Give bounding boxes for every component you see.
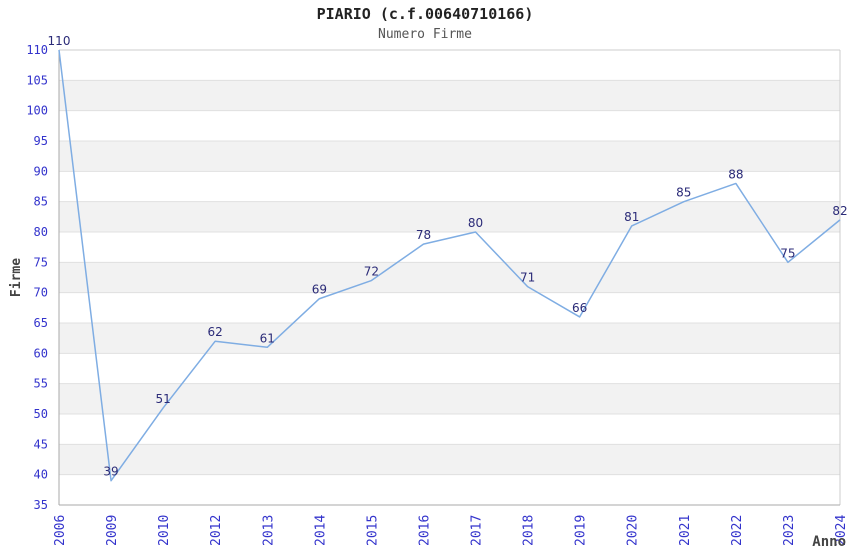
band-row [59, 201, 840, 232]
chart-title: PIARIO (c.f.00640710166) [316, 5, 534, 23]
x-tick-label: 2009 [105, 515, 120, 546]
y-tick-label: 70 [34, 286, 48, 300]
y-tick-label: 45 [34, 437, 48, 451]
band-row [59, 444, 840, 475]
y-tick-label: 75 [34, 255, 48, 269]
y-tick-label: 110 [26, 43, 48, 57]
x-tick-label: 2023 [782, 515, 797, 546]
y-tick-label: 100 [26, 104, 48, 118]
data-label: 88 [728, 167, 743, 181]
y-tick-label: 105 [26, 73, 48, 87]
x-tick-label: 2014 [313, 515, 328, 546]
x-tick-label: 2024 [834, 515, 849, 546]
band-row [59, 80, 840, 111]
data-label: 72 [364, 265, 379, 279]
data-label: 66 [572, 301, 587, 315]
x-tick-label: 2022 [730, 515, 745, 546]
x-tick-label: 2006 [53, 515, 68, 546]
data-label: 61 [260, 331, 275, 345]
x-tick-label: 2013 [261, 515, 276, 546]
band-row [59, 262, 840, 293]
data-label: 62 [208, 325, 223, 339]
data-label: 51 [155, 392, 170, 406]
y-tick-label: 65 [34, 316, 48, 330]
y-tick-label: 40 [34, 468, 48, 482]
y-tick-label: 50 [34, 407, 48, 421]
y-tick-label: 35 [34, 498, 48, 512]
x-tick-label: 2021 [678, 515, 693, 546]
y-tick-label: 55 [34, 377, 48, 391]
series-line [58, 49, 841, 482]
y-axis-title: Firme [9, 258, 24, 297]
y-tick-label: 90 [34, 164, 48, 178]
data-label: 80 [468, 216, 483, 230]
x-tick-label: 2016 [417, 515, 432, 546]
data-label: 69 [312, 283, 327, 297]
data-label: 82 [832, 204, 847, 218]
data-label: 81 [624, 210, 639, 224]
x-tick-label: 2017 [470, 515, 485, 546]
data-label: 71 [520, 271, 535, 285]
chart-subtitle: Numero Firme [378, 27, 472, 42]
x-tick-label: 2010 [157, 515, 172, 546]
y-tick-label: 80 [34, 225, 48, 239]
data-label: 85 [676, 186, 691, 200]
x-axis-title: Anno [812, 534, 846, 550]
y-tick-label: 60 [34, 346, 48, 360]
data-label: 78 [416, 228, 431, 242]
band-row [59, 383, 840, 414]
x-tick-label: 2020 [626, 515, 641, 546]
data-label: 75 [780, 246, 795, 260]
data-label: 39 [103, 465, 118, 479]
y-tick-label: 85 [34, 195, 48, 209]
y-tick-label: 95 [34, 134, 48, 148]
x-tick-label: 2012 [209, 515, 224, 546]
band-row [59, 323, 840, 354]
x-tick-label: 2015 [365, 515, 380, 546]
data-label: 110 [48, 34, 71, 48]
band-row [59, 141, 840, 172]
x-tick-label: 2018 [522, 515, 537, 546]
x-tick-label: 2019 [574, 515, 589, 546]
